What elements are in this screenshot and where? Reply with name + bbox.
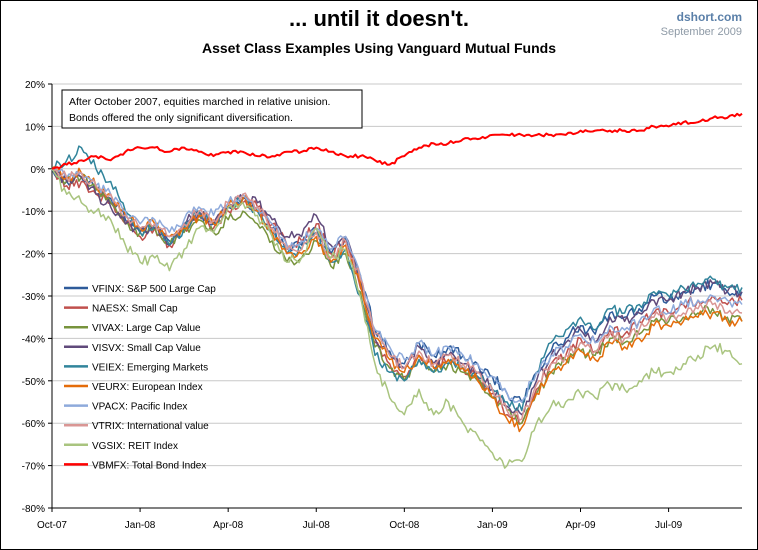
- annotation-frame: [61, 89, 363, 129]
- x-tick-label: Apr-08: [213, 520, 243, 531]
- y-tick-label: -70%: [22, 462, 45, 473]
- series-lines: [51, 112, 743, 469]
- legend-label: VEIEX: Emerging Markets: [92, 362, 208, 373]
- y-tick-label: -30%: [22, 292, 45, 303]
- y-tick-label: -50%: [22, 377, 45, 388]
- chart-subtitle: Asset Class Examples Using Vanguard Mutu…: [202, 40, 556, 56]
- legend-label: VISVX: Small Cap Value: [92, 343, 201, 354]
- x-tick-label: Jan-08: [125, 520, 156, 531]
- x-tick-label: Jul-08: [303, 520, 331, 531]
- legend-label: VPACX: Pacific Index: [92, 402, 187, 413]
- legend-label: VGSIX: REIT Index: [92, 441, 178, 452]
- series-line: [51, 168, 743, 416]
- legend-label: VBMFX: Total Bond Index: [92, 460, 206, 471]
- y-tick-label: -20%: [22, 250, 45, 261]
- series-line: [51, 166, 743, 403]
- legend-label: NAESX: Small Cap: [92, 304, 178, 315]
- series-line: [51, 112, 743, 170]
- date-label: September 2009: [660, 26, 742, 38]
- legend-label: VEURX: European Index: [92, 382, 203, 393]
- y-tick-label: 20%: [25, 80, 45, 91]
- series-line: [51, 168, 743, 421]
- x-axis-ticks: Oct-07 Jan-08 Apr-08 Jul-08 Oct-08 Jan-09 Apr-…: [37, 508, 683, 531]
- legend-label: VFINX: S&P 500 Large Cap: [92, 284, 216, 295]
- series-line: [51, 168, 743, 469]
- y-tick-label: -10%: [22, 207, 45, 218]
- x-tick-label: Jan-09: [477, 520, 508, 531]
- y-axis-ticks: 20% 10% 0% -10% -20% -30% -40% -50% -60% -70% -80%: [22, 80, 52, 515]
- series-line: [51, 168, 743, 425]
- series-line: [51, 145, 743, 413]
- y-tick-label: 0%: [31, 165, 46, 176]
- annotation-line-1: After October 2007, equities marched in …: [69, 96, 330, 108]
- legend: VFINX: S&P 500 Large Cap NAESX: Small Cap…: [64, 284, 216, 471]
- y-tick-label: 10%: [25, 122, 45, 133]
- x-tick-label: Oct-08: [389, 520, 419, 531]
- annotation-line-2: Bonds offered the only significant diver…: [69, 112, 293, 124]
- legend-label: VIVAX: Large Cap Value: [92, 323, 201, 334]
- x-tick-label: Oct-07: [37, 520, 67, 531]
- chart-title: ... until it doesn't.: [289, 6, 469, 31]
- y-tick-label: -80%: [22, 504, 45, 515]
- y-tick-label: -40%: [22, 334, 45, 345]
- x-tick-label: Apr-09: [566, 520, 596, 531]
- brand-label: dshort.com: [676, 10, 742, 24]
- annotation-box: After October 2007, equities marched in …: [61, 89, 363, 129]
- x-tick-label: Jul-09: [655, 520, 683, 531]
- legend-label: VTRIX: International value: [92, 421, 209, 432]
- y-tick-label: -60%: [22, 419, 45, 430]
